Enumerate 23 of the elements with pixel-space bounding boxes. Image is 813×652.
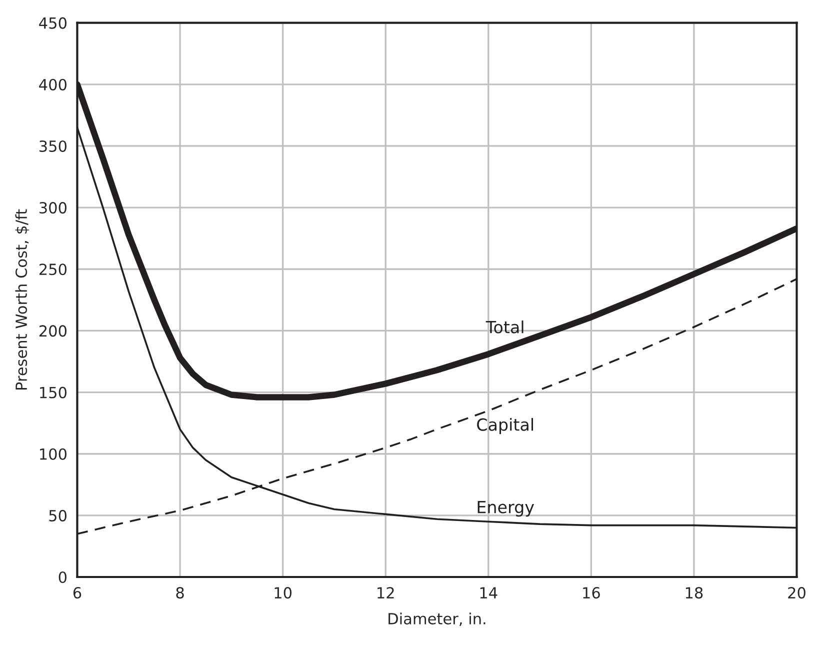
x-tick-label: 12	[378, 587, 394, 598]
y-tick-label: 300	[40, 202, 66, 214]
y-tick-label: 250	[39, 264, 66, 276]
x-tick-label: 16	[583, 587, 600, 599]
series-label: Total	[486, 320, 524, 334]
x-tick-label: 18	[686, 587, 703, 599]
y-tick-label: 100	[40, 448, 66, 460]
series-label: Energy	[478, 500, 534, 517]
y-axis-title: Present Worth Cost, $/ft	[15, 209, 30, 390]
x-tick-label: 6	[73, 587, 82, 599]
x-tick-label: 8	[176, 587, 184, 599]
x-tick-label: 20	[788, 587, 806, 599]
x-tick-label: 10	[274, 587, 292, 599]
y-tick-label: 200	[39, 325, 66, 337]
y-tick-label: 150	[40, 386, 66, 398]
y-tick-label: 0	[58, 571, 66, 584]
y-tick-label: 350	[40, 140, 66, 152]
y-tick-label: 450	[39, 17, 66, 29]
series-label: Capital	[477, 418, 533, 434]
y-tick-label: 50	[49, 510, 66, 522]
y-tick-label: 400	[39, 78, 66, 90]
x-axis-title: Diameter, in.	[388, 612, 486, 626]
x-tick-label: 14	[480, 587, 498, 598]
